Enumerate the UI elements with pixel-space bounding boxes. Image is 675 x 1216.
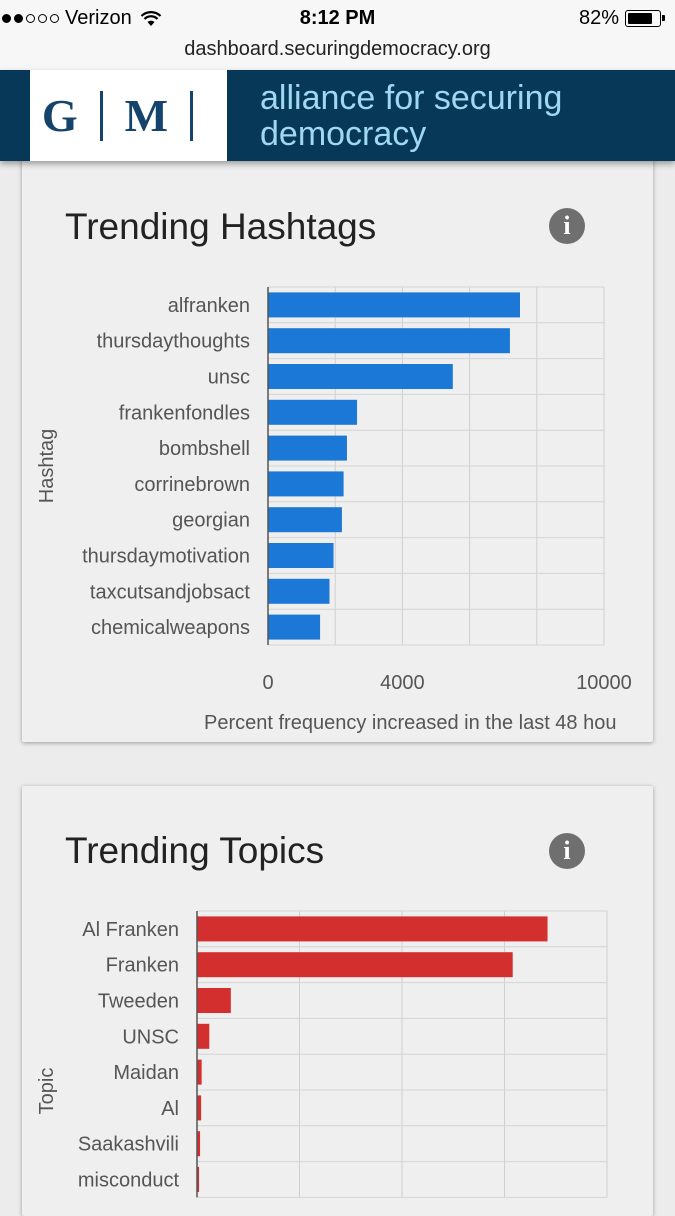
category-label: Maidan bbox=[113, 1062, 179, 1084]
bar bbox=[268, 578, 330, 604]
topics-chart: Al Franken Franken Tweeden UNSC Maidan Al Saak… bbox=[36, 910, 608, 1198]
category-label: frankenfondles bbox=[119, 402, 250, 424]
x-axis-label: Percent frequency increased in the last … bbox=[204, 712, 616, 734]
gmf-logo[interactable]: G M bbox=[30, 70, 227, 161]
site-title-line2: democracy bbox=[260, 115, 427, 153]
category-label: unsc bbox=[208, 367, 250, 389]
site-header: G M alliance for securing democracy bbox=[0, 70, 675, 161]
bar bbox=[268, 435, 347, 461]
category-label: thursdaythoughts bbox=[97, 331, 250, 353]
bar bbox=[268, 364, 453, 389]
status-bar: Verizon 8:12 PM 82% bbox=[0, 0, 675, 36]
trending-topics-card: Trending Topics i Al Franken Franken Tweed… bbox=[22, 786, 653, 1216]
bar bbox=[268, 399, 358, 425]
category-label: chemicalweapons bbox=[91, 617, 250, 639]
category-label: Al bbox=[161, 1098, 179, 1120]
category-label: thursdaymotivation bbox=[82, 546, 250, 568]
bar bbox=[197, 988, 231, 1013]
category-label: Al Franken bbox=[82, 919, 179, 941]
wifi-icon bbox=[140, 10, 161, 26]
category-label: Tweeden bbox=[98, 991, 179, 1013]
category-label: corrinebrown bbox=[134, 474, 250, 496]
status-right: 82% bbox=[578, 7, 665, 30]
category-label: taxcutsandjobsact bbox=[90, 581, 251, 603]
bar bbox=[197, 1167, 200, 1192]
logo-divider bbox=[190, 90, 194, 141]
tick-label: 10000 bbox=[576, 672, 632, 694]
logo-letter-g: G bbox=[41, 90, 78, 141]
bar bbox=[197, 1131, 201, 1157]
bar bbox=[197, 1059, 202, 1085]
bar bbox=[197, 952, 513, 978]
logo-letter-m: M bbox=[124, 90, 169, 141]
y-axis-label: Hashtag bbox=[36, 429, 58, 504]
category-label: georgian bbox=[172, 510, 250, 532]
clock: 8:12 PM bbox=[299, 7, 376, 29]
battery-icon bbox=[625, 10, 665, 27]
card-title: Trending Hashtags bbox=[65, 206, 377, 247]
site-title: alliance for securing democracy bbox=[260, 80, 562, 152]
signal-strength-icon bbox=[2, 14, 59, 23]
bar bbox=[197, 1095, 202, 1121]
y-axis-label: Topic bbox=[36, 1068, 58, 1115]
url-bar[interactable]: dashboard.securingdemocracy.org bbox=[0, 36, 675, 70]
info-icon[interactable]: i bbox=[549, 208, 585, 244]
category-label: UNSC bbox=[122, 1026, 179, 1048]
category-label: misconduct bbox=[78, 1170, 180, 1192]
bar bbox=[268, 614, 321, 640]
category-label: bombshell bbox=[159, 438, 250, 460]
info-icon[interactable]: i bbox=[549, 833, 585, 869]
status-left: Verizon bbox=[2, 7, 162, 30]
site-title-line1: alliance for securing bbox=[260, 79, 563, 117]
tick-label: 0 bbox=[262, 672, 273, 694]
tick-label: 4000 bbox=[380, 672, 425, 694]
category-label: Saakashvili bbox=[78, 1134, 179, 1156]
card-title: Trending Topics bbox=[65, 830, 325, 871]
bar bbox=[197, 916, 548, 942]
category-label: Franken bbox=[106, 955, 179, 977]
carrier-label: Verizon bbox=[65, 7, 132, 29]
bar bbox=[268, 292, 520, 318]
logo-divider bbox=[99, 90, 103, 141]
hashtags-chart: alfranken thursdaythoughts unsc frankenfond… bbox=[36, 286, 632, 734]
bar bbox=[268, 328, 510, 354]
trending-hashtags-card: Trending Hashtags i alfranken thursdaytho… bbox=[22, 140, 653, 742]
bar bbox=[197, 1023, 210, 1049]
bar bbox=[268, 507, 342, 533]
bar bbox=[268, 543, 334, 568]
bar bbox=[268, 471, 344, 497]
category-label: alfranken bbox=[168, 295, 250, 317]
battery-percent: 82% bbox=[578, 7, 619, 29]
